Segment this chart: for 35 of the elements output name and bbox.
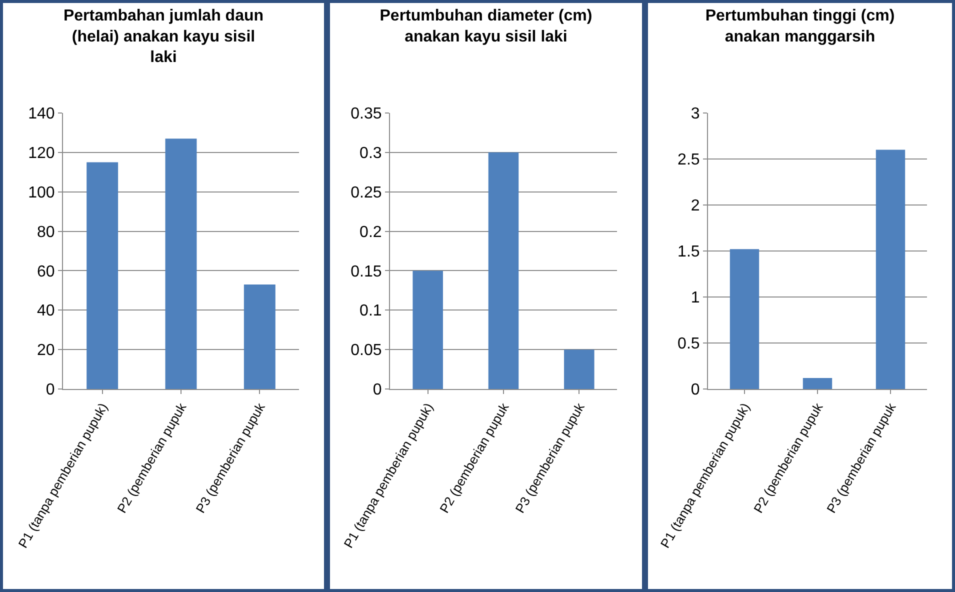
y-tick-label: 140 xyxy=(28,106,55,123)
y-tick-label: 1 xyxy=(690,290,700,307)
y-tick-label: 0 xyxy=(372,382,382,399)
y-tick-label: 1.5 xyxy=(678,244,700,261)
y-tick-label: 40 xyxy=(37,302,55,320)
bar xyxy=(412,270,443,389)
bar xyxy=(730,249,760,389)
y-tick-label: 0.1 xyxy=(360,302,382,320)
bar xyxy=(244,284,276,389)
y-tick-label: 3 xyxy=(690,106,700,123)
y-tick-label: 0.15 xyxy=(350,263,382,280)
bar xyxy=(165,138,197,389)
y-tick-label: 2 xyxy=(690,198,700,215)
y-tick-label: 80 xyxy=(37,224,55,241)
y-tick-label: 0.35 xyxy=(350,106,382,123)
chart-title: Pertambahan jumlah daun (helai) anakan kayu sisil laki xyxy=(63,8,264,66)
y-tick-label: 0.3 xyxy=(360,145,382,162)
bar xyxy=(86,162,118,389)
bar xyxy=(876,150,906,389)
bar xyxy=(564,350,594,389)
y-tick-label: 0.05 xyxy=(350,342,382,360)
y-tick-label: 100 xyxy=(28,184,55,202)
y-tick-label: 0.2 xyxy=(360,224,382,241)
y-tick-label: 2.5 xyxy=(678,152,700,169)
chart-title: Pertumbuhan tinggi (cm) anakan manggarsih xyxy=(705,8,895,46)
chart-title: Pertumbuhan diameter (cm) anakan kayu sisil laki xyxy=(380,8,592,46)
y-tick-label: 0 xyxy=(690,382,700,399)
y-tick-label: 0.25 xyxy=(350,184,382,202)
y-tick-label: 0.5 xyxy=(678,336,700,353)
y-tick-label: 120 xyxy=(28,145,55,162)
y-tick-label: 0 xyxy=(46,382,55,399)
y-tick-label: 20 xyxy=(37,342,55,360)
y-tick-label: 60 xyxy=(37,263,55,280)
bar xyxy=(488,152,519,389)
bar xyxy=(802,378,832,389)
